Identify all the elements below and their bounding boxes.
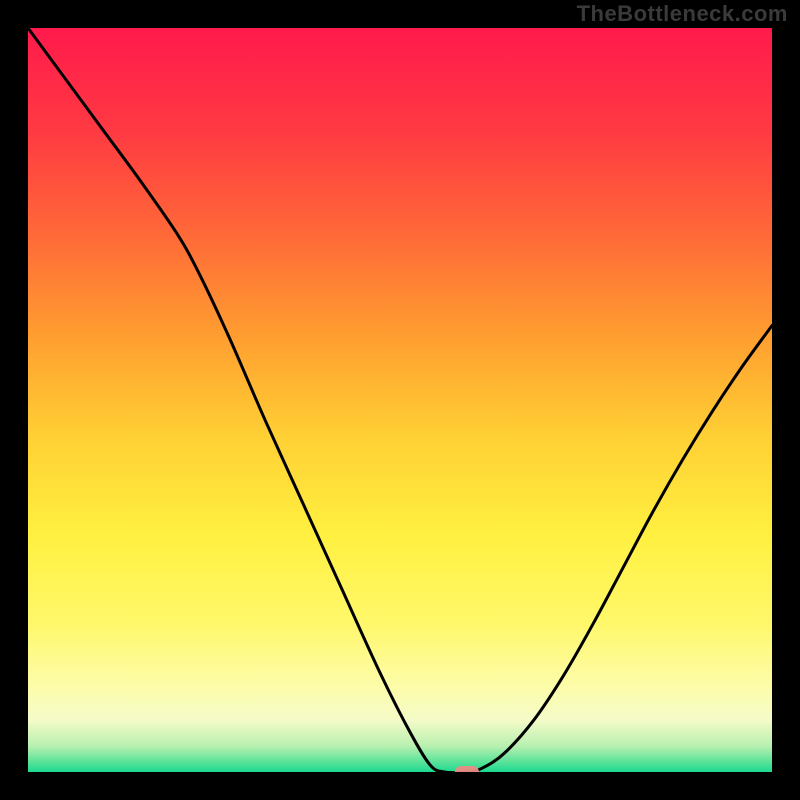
plot-area (28, 28, 772, 772)
chart-frame: TheBottleneck.com (0, 0, 800, 800)
watermark-text: TheBottleneck.com (577, 0, 788, 28)
plot-background (28, 28, 772, 772)
plot-svg (28, 28, 772, 772)
optimal-marker (455, 766, 479, 772)
